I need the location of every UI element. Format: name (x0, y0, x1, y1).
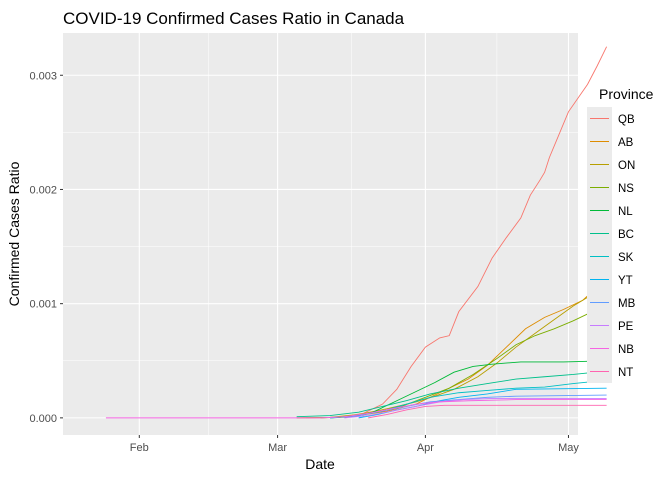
legend-label: NT (618, 367, 633, 379)
series-line-mb (330, 394, 607, 419)
legend-label: MB (618, 298, 636, 310)
chart-title: COVID-19 Confirmed Cases Ratio in Canada (63, 9, 405, 28)
series-line-bc (296, 370, 607, 418)
legend-title: Province (599, 86, 654, 102)
y-tick-label: 0.003 (29, 70, 57, 82)
legend-label: YT (618, 275, 633, 287)
legend-label: PE (618, 321, 634, 333)
series-lines (105, 46, 608, 419)
legend-label: NS (618, 183, 634, 195)
x-tick-label: Apr (417, 442, 434, 454)
y-tick-label: 0.001 (29, 299, 57, 311)
y-tick-label: 0.000 (29, 413, 57, 425)
legend-label: ON (618, 160, 635, 172)
legend-label: AB (618, 137, 634, 149)
legend-label: SK (618, 252, 634, 264)
series-line-on (296, 280, 607, 419)
x-tick-label: May (558, 442, 579, 454)
x-tick-label: Feb (130, 442, 149, 454)
legend-label: QB (618, 114, 635, 126)
legend-label: BC (618, 229, 634, 241)
y-tick-label: 0.002 (29, 184, 57, 196)
series-line-nb (105, 399, 607, 419)
y-axis: 0.000 0.001 0.002 0.003 (29, 70, 63, 425)
plot-panel (63, 33, 578, 435)
x-axis-title: Date (305, 456, 335, 472)
x-axis: Feb Mar Apr May (130, 435, 579, 454)
x-tick-label: Mar (268, 442, 287, 454)
series-line-nt (368, 404, 607, 419)
series-line-pe (344, 398, 607, 419)
legend-label: NB (618, 344, 634, 356)
legend-label: NL (618, 206, 633, 218)
y-axis-title: Confirmed Cases Ratio (6, 161, 22, 306)
legend: Province QB AB ON NS NL BC SK YT MB PE NB NT (587, 86, 654, 383)
series-line-qb (306, 46, 608, 419)
